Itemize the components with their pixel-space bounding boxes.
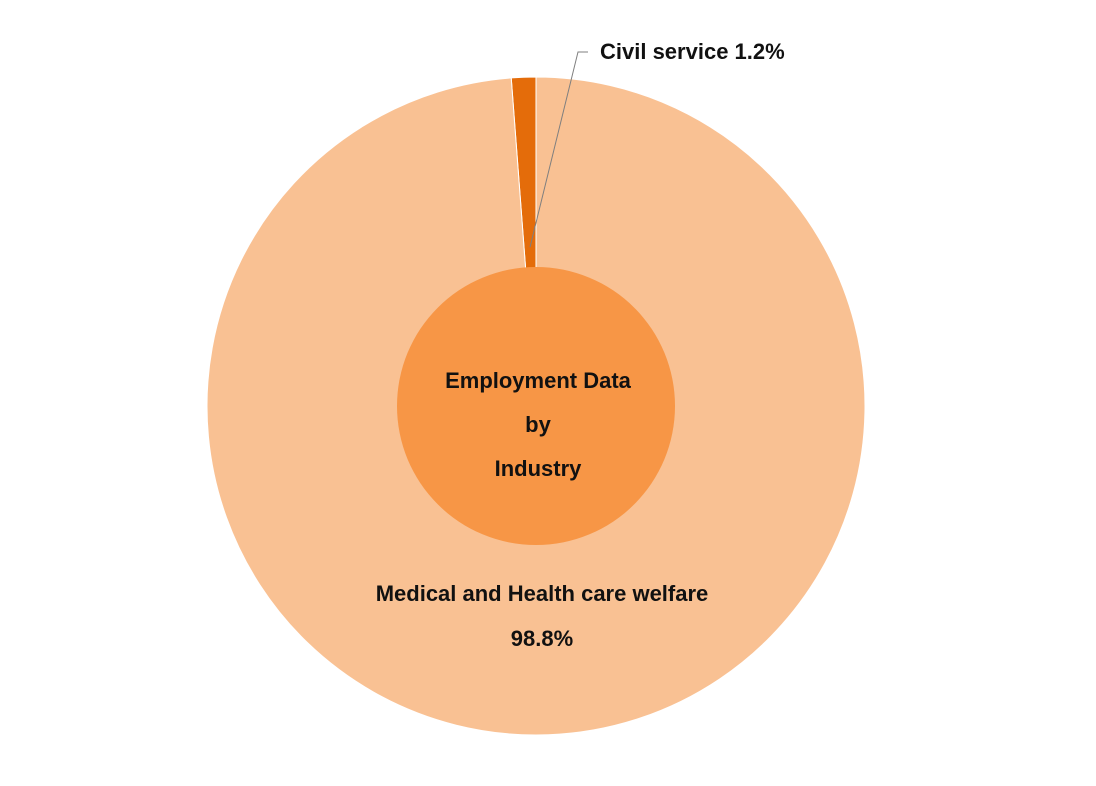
data-label-civil-service: Civil service 1.2% bbox=[600, 39, 785, 64]
center-label-line-2: by bbox=[525, 412, 551, 437]
data-label-medical-name: Medical and Health care welfare bbox=[376, 581, 709, 606]
center-label-line-3: Industry bbox=[495, 456, 583, 481]
leader-line-civil-service bbox=[529, 51, 588, 248]
data-label-medical-percent: 98.8% bbox=[511, 626, 573, 651]
center-hub bbox=[397, 267, 675, 545]
center-label: Employment Data by Industry bbox=[445, 368, 632, 481]
center-label-line-1: Employment Data bbox=[445, 368, 632, 393]
slice-labels: Civil service 1.2% Medical and Health car… bbox=[376, 39, 785, 651]
